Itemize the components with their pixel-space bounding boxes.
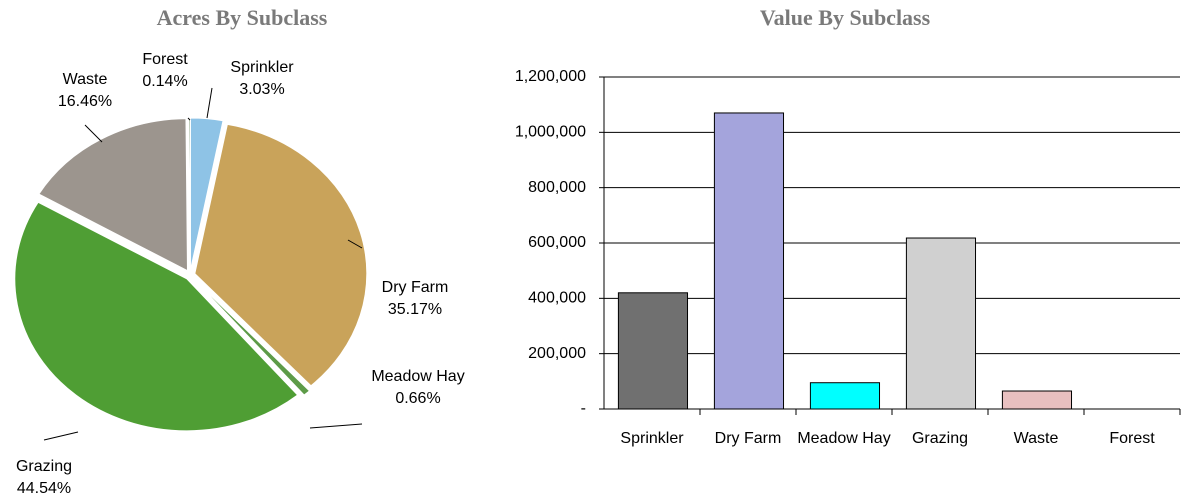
y-tick-label: 400,000 [528,290,586,307]
leader-line [85,125,102,142]
slice-name: Grazing [16,458,72,475]
pie-slice [188,118,190,270]
bar [810,383,879,409]
slice-name: Dry Farm [382,279,449,296]
y-tick-label: 600,000 [528,234,586,251]
x-tick-label: Waste [988,428,1084,450]
slice-label: 0.66% [395,390,440,407]
bar [714,113,783,409]
x-tick-label: Grazing [892,428,988,450]
slice-name: Waste [63,71,108,88]
slice-name: Sprinkler [230,59,294,76]
slice-name: Meadow Hay [371,368,464,385]
pie-title: Acres By Subclass [157,5,328,30]
slice-label: 16.46% [58,93,112,110]
x-tick-label: Sprinkler [604,428,700,450]
x-tick-label: Dry Farm [700,428,796,450]
bar [906,238,975,409]
slice-name: Forest [142,51,188,68]
leader-line [207,88,212,118]
x-tick-label: Meadow Hay [796,428,892,450]
leader-line [310,424,362,428]
slice-label: 3.03% [239,81,284,98]
y-tick-label: 1,000,000 [515,124,586,141]
y-tick-label: 200,000 [528,345,586,362]
bar [1002,391,1071,409]
slice-label: 44.54% [17,480,71,497]
slice-label: 35.17% [388,301,442,318]
y-tick-label: 800,000 [528,179,586,196]
charts: Acres By Subclass Value By Subclass Spri… [0,0,1188,501]
y-tick-label: - [581,400,586,417]
bar-title: Value By Subclass [760,5,931,30]
slice-label: 0.14% [142,73,187,90]
bar [618,293,687,409]
page: Acres By Subclass Value By Subclass Spri… [0,0,1188,501]
x-tick-label: Forest [1084,428,1180,450]
leader-line [44,432,78,440]
y-tick-label: 1,200,000 [515,68,586,85]
